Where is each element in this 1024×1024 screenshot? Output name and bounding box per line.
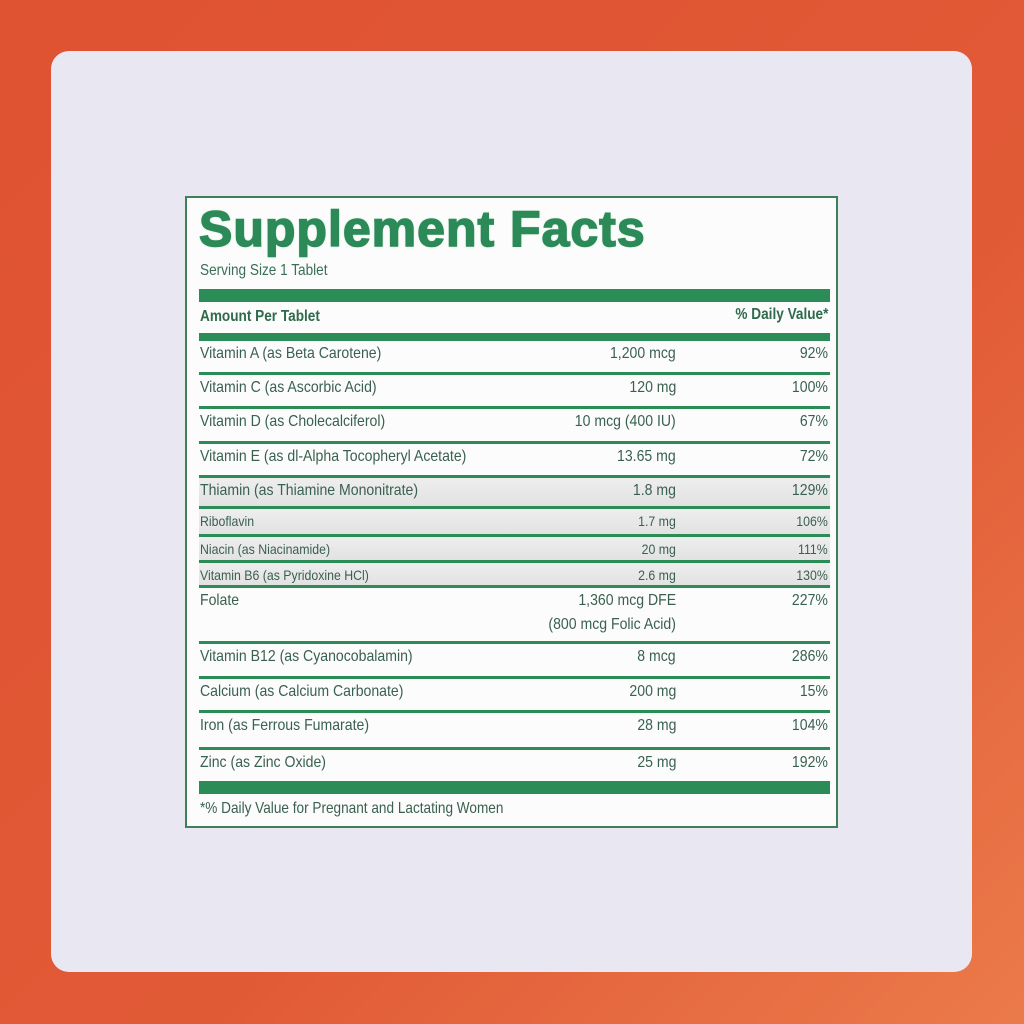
nutrient-name: Niacin (as Niacinamide) <box>200 541 331 557</box>
nutrient-row: Vitamin B6 (as Pyridoxine HCl) 2.6 mg 130% <box>199 563 830 588</box>
nutrient-amount: 10 mcg (400 IU) <box>575 413 676 430</box>
nutrient-daily-value: 92% <box>799 345 828 362</box>
nutrient-name: Vitamin C (as Ascorbic Acid) <box>200 379 377 396</box>
nutrient-amount: 20 mg <box>641 541 676 557</box>
amount-header: Amount Per Tablet <box>200 308 320 325</box>
nutrient-daily-value: 111% <box>798 541 828 557</box>
nutrient-daily-value: 106% <box>796 513 828 529</box>
daily-value-header: % Daily Value* <box>735 306 828 323</box>
nutrient-amount: 28 mg <box>636 717 676 734</box>
nutrient-amount: 25 mg <box>636 754 676 771</box>
nutrient-row: Vitamin C (as Ascorbic Acid) 120 mg 100% <box>199 375 830 409</box>
nutrient-name: Vitamin A (as Beta Carotene) <box>200 345 382 362</box>
nutrient-name: Vitamin B6 (as Pyridoxine HCl) <box>200 567 369 583</box>
nutrient-row: Calcium (as Calcium Carbonate) 200 mg 15% <box>199 679 830 713</box>
nutrient-row: Zinc (as Zinc Oxide) 25 mg 192% <box>199 750 830 784</box>
nutrient-amount: 120 mg <box>629 379 676 396</box>
serving-size: Serving Size 1 Tablet <box>200 262 328 279</box>
nutrient-row: Vitamin B12 (as Cyanocobalamin) 8 mcg 286% <box>199 644 830 679</box>
nutrient-daily-value: 104% <box>791 717 828 734</box>
nutrient-name: Thiamin (as Thiamine Mononitrate) <box>200 482 419 499</box>
nutrient-name: Vitamin B12 (as Cyanocobalamin) <box>200 648 413 665</box>
nutrient-row: Vitamin D (as Cholecalciferol) 10 mcg (40… <box>199 409 830 444</box>
nutrient-name: Iron (as Ferrous Fumarate) <box>200 717 370 734</box>
bottom-divider <box>199 782 830 794</box>
header-divider <box>199 333 830 341</box>
nutrient-row: Vitamin A (as Beta Carotene) 1,200 mcg 92% <box>199 341 830 375</box>
nutrient-name: Calcium (as Calcium Carbonate) <box>200 683 404 700</box>
nutrient-daily-value: 192% <box>791 754 828 771</box>
nutrient-row: Niacin (as Niacinamide) 20 mg 111% <box>199 537 830 563</box>
nutrient-amount: 1,200 mcg <box>610 345 676 362</box>
nutrient-name: Vitamin E (as dl-Alpha Tocopheryl Acetat… <box>200 448 467 465</box>
nutrient-amount-note: (800 mcg Folic Acid) <box>548 616 676 633</box>
nutrient-amount: 1.8 mg <box>632 482 676 499</box>
nutrient-name: Vitamin D (as Cholecalciferol) <box>200 413 386 430</box>
footnote: *% Daily Value for Pregnant and Lactatin… <box>200 800 504 817</box>
nutrient-daily-value: 286% <box>791 648 828 665</box>
nutrient-daily-value: 129% <box>791 482 828 499</box>
nutrient-daily-value: 100% <box>791 379 828 396</box>
nutrient-row: Riboflavin 1.7 mg 106% <box>199 509 830 537</box>
nutrient-daily-value: 227% <box>791 592 828 609</box>
nutrient-amount: 2.6 mg <box>638 567 676 583</box>
nutrient-amount: 1,360 mcg DFE <box>578 592 676 609</box>
nutrient-name: Folate <box>200 592 240 609</box>
nutrient-name: Zinc (as Zinc Oxide) <box>200 754 326 771</box>
nutrient-daily-value: 130% <box>796 567 828 583</box>
nutrient-daily-value: 72% <box>799 448 828 465</box>
nutrient-amount: 8 mcg <box>637 648 676 665</box>
nutrient-amount: 200 mg <box>629 683 676 700</box>
nutrient-amount: 1.7 mg <box>638 513 676 529</box>
supplement-facts-label: Supplement Facts Serving Size 1 Tablet A… <box>185 196 838 828</box>
nutrient-amount: 13.65 mg <box>617 448 676 465</box>
nutrient-row: Vitamin E (as dl-Alpha Tocopheryl Acetat… <box>199 444 830 478</box>
nutrient-daily-value: 67% <box>799 413 828 430</box>
nutrient-row: Iron (as Ferrous Fumarate) 28 mg 104% <box>199 713 830 750</box>
nutrient-daily-value: 15% <box>799 683 828 700</box>
thick-divider <box>199 289 830 302</box>
label-title: Supplement Facts <box>198 200 646 258</box>
nutrient-row: Folate 1,360 mcg DFE (800 mcg Folic Acid) 2… <box>199 588 830 644</box>
nutrient-row: Thiamin (as Thiamine Mononitrate) 1.8 mg 1… <box>199 478 830 509</box>
nutrient-name: Riboflavin <box>200 513 255 529</box>
